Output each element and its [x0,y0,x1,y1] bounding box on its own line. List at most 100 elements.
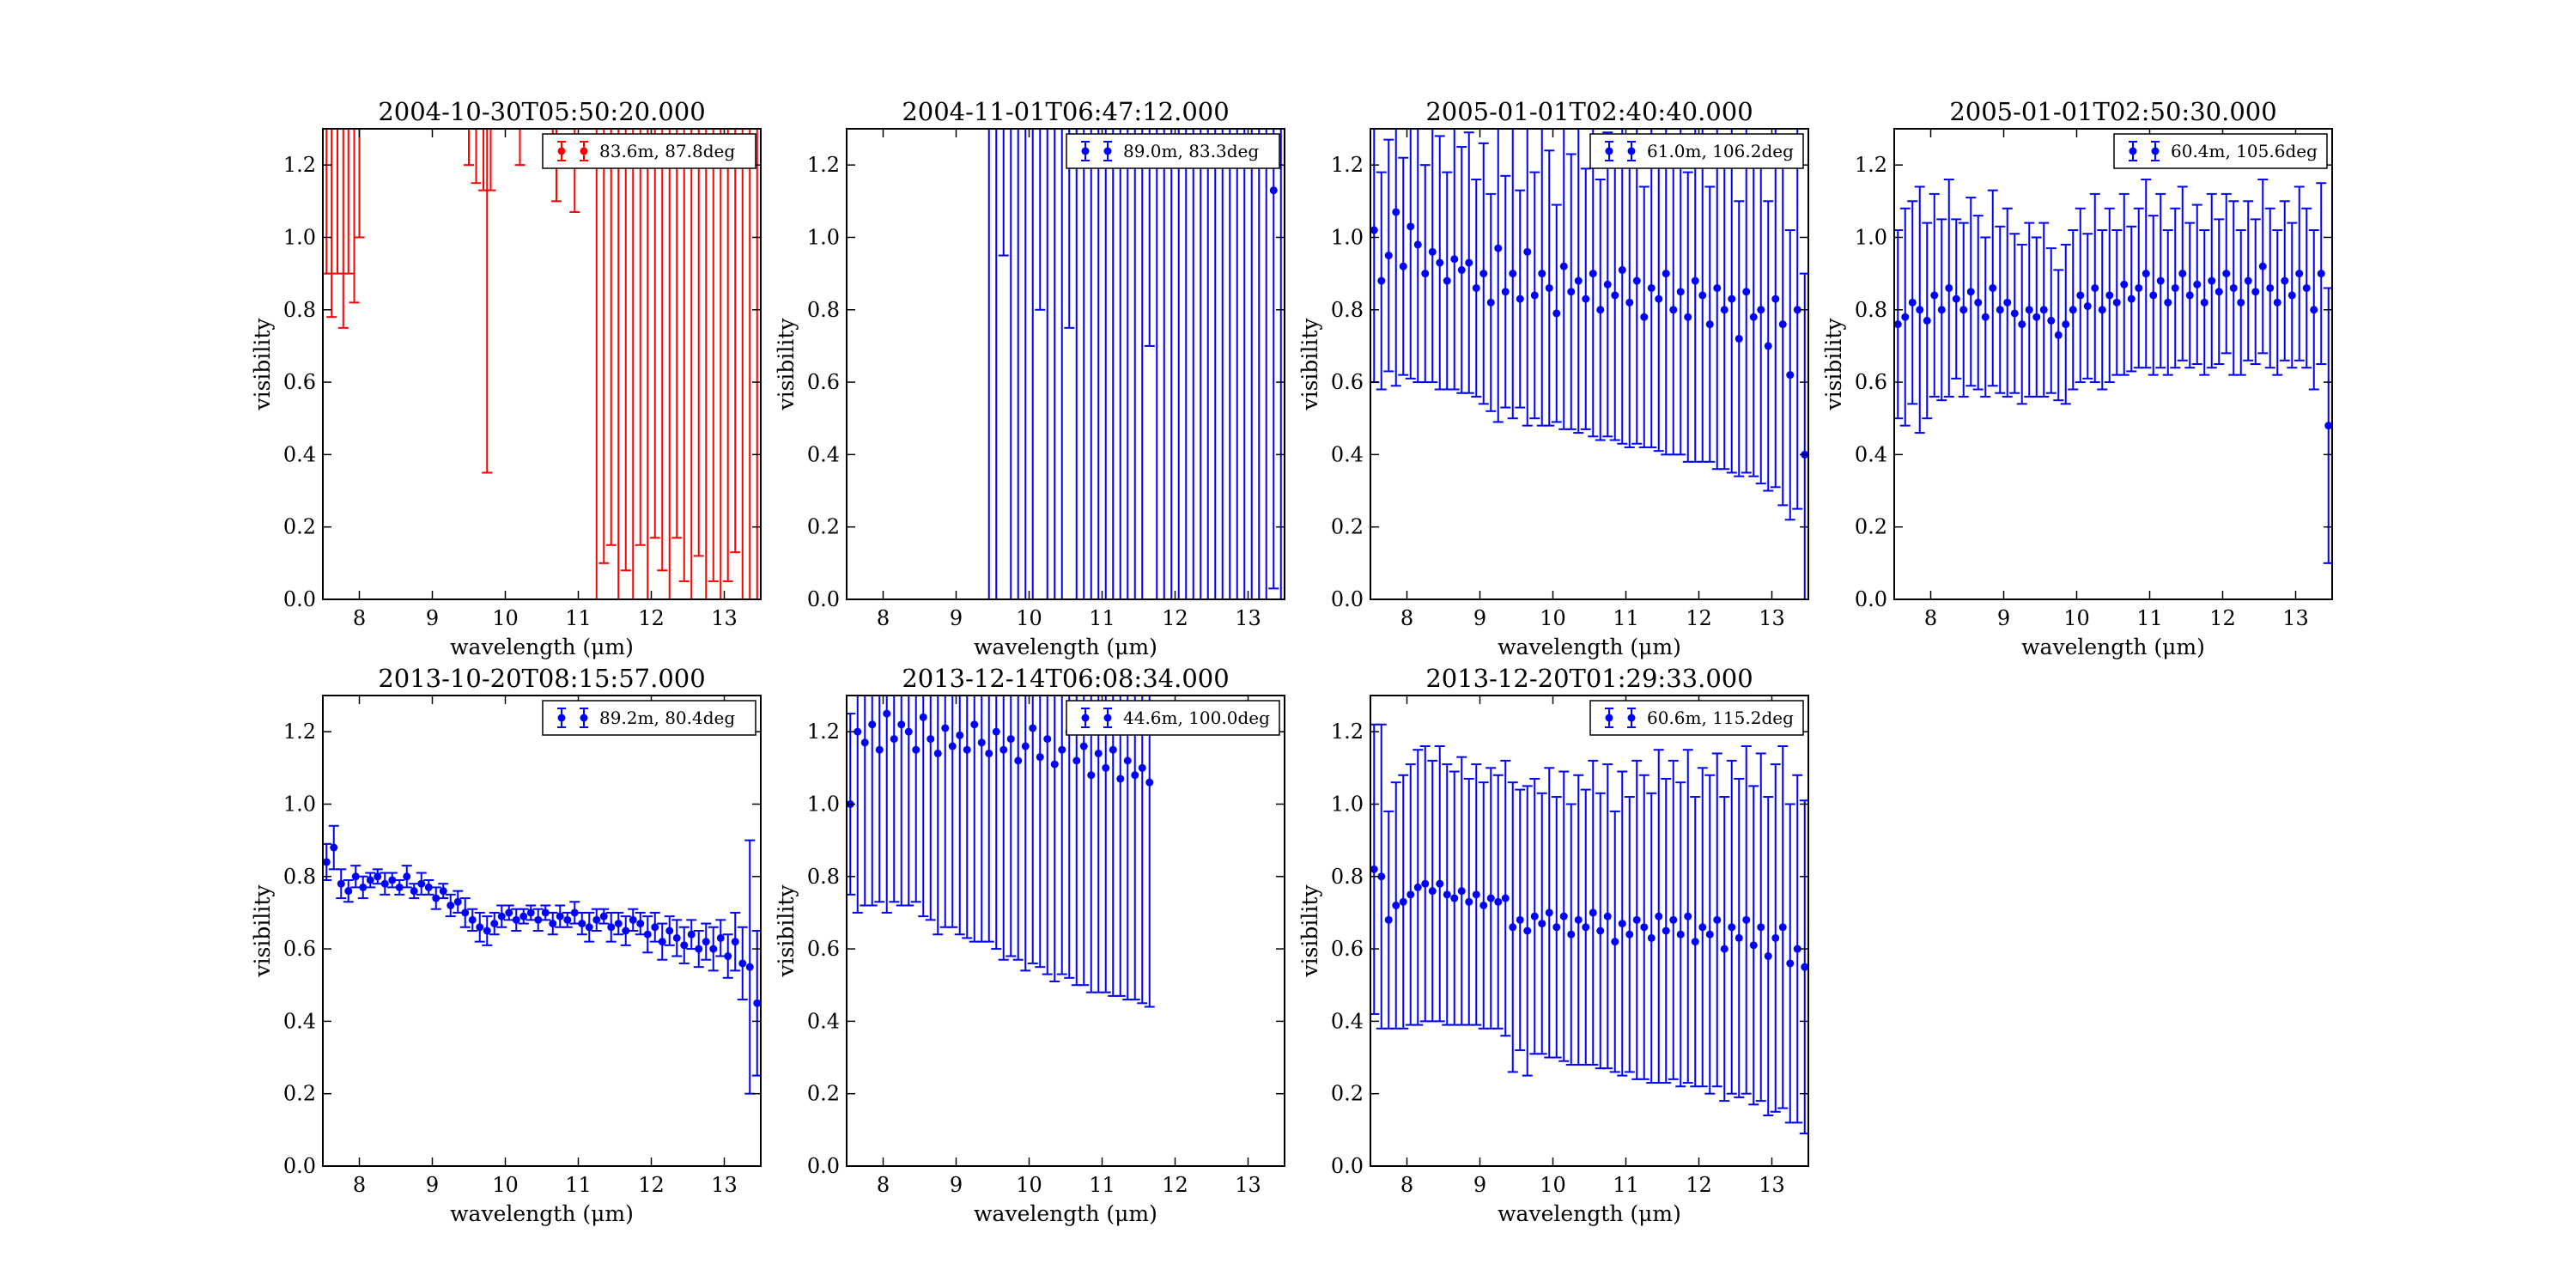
data-point [403,872,411,881]
data-point [1552,309,1561,318]
data-point [599,912,608,920]
data-point [724,16,732,24]
plot-frame [322,695,762,1167]
data-point [636,920,645,928]
data-point [1094,749,1103,757]
data-point [1450,255,1459,264]
y-tick-label: 1.0 [283,792,316,816]
legend-marker-point [1103,147,1112,155]
plot-frame [1893,128,2333,600]
y-tick-label: 0.4 [807,1009,840,1033]
data-point [472,34,480,42]
subplot-title: 2005-01-01T02:40:40.000 [1425,97,1753,126]
data-point [1632,276,1641,285]
y-tick-label: 1.0 [283,225,316,249]
data-point [1109,745,1117,754]
data-point [1109,0,1117,6]
data-point [490,920,499,928]
data-point [1421,879,1430,888]
data-point [1647,933,1656,942]
data-point [2105,291,2114,300]
data-series [847,696,1155,1008]
data-point [629,915,637,924]
y-axis-label: visibility [250,318,275,411]
data-point [2171,283,2179,292]
y-tick-label: 0.6 [807,937,840,961]
data-point [1930,291,1939,300]
x-tick-label: 8 [877,606,890,630]
x-tick-label: 12 [638,606,665,630]
data-point [2120,280,2129,289]
x-tick-label: 12 [1162,606,1188,630]
y-tick-label: 0.8 [807,298,840,322]
y-axis-label: visibility [1297,884,1322,978]
x-tick-label: 12 [2209,606,2236,630]
data-point [1043,735,1052,744]
data-point [1757,306,1765,314]
data-point [1691,276,1699,285]
x-tick-label: 8 [353,606,366,630]
data-point [2324,422,2332,430]
data-point [1589,908,1597,917]
data-point [1509,270,1517,278]
data-point [1014,756,1023,765]
data-point [1036,753,1044,762]
data-point [497,912,506,920]
data-point [453,897,462,906]
data-point [1029,724,1037,732]
data-point [1377,276,1386,285]
data-point [1370,226,1378,234]
data-point [359,883,368,891]
data-point [424,883,433,891]
x-tick-label: 8 [877,1173,890,1197]
data-point [695,9,702,17]
data-point [592,915,601,924]
y-tick-label: 0.4 [1331,442,1364,466]
x-tick-label: 13 [1759,1173,1785,1197]
data-point [1545,908,1553,917]
data-point [1713,283,1722,292]
data-point [919,713,927,721]
data-point [746,9,754,17]
data-point [1981,313,1990,321]
data-point [2273,298,2281,307]
data-point [1465,258,1473,267]
plot-frame [1370,128,1809,600]
x-tick-label: 9 [426,606,439,630]
y-tick-label: 1.2 [283,720,316,744]
data-point [2164,298,2172,307]
y-axis-label: visibility [1297,318,1322,411]
legend: 83.6m, 87.8deg [542,133,756,169]
data-point [1406,222,1415,231]
plot-frame [322,128,762,600]
subplot-7: 8 9 10 11 12 13 0.0 0.2 0.4 0.6 0.8 1.0 1.2 2013-12-2… [1297,664,1809,1226]
x-axis-label: wavelength (μm) [450,1201,634,1226]
data-point [731,938,739,946]
data-point [941,724,950,732]
data-point [1153,0,1161,6]
y-tick-label: 0.0 [807,587,840,611]
y-tick-label: 1.2 [1331,153,1364,177]
data-point [1102,763,1110,772]
data-point [1611,938,1619,946]
legend-box [542,133,756,169]
data-point [2025,306,2033,314]
data-point [1175,0,1182,6]
data-point [607,923,616,932]
data-point [1989,283,1997,292]
data-point [1516,295,1524,303]
x-axis-label: wavelength (μm) [974,1201,1157,1226]
data-point [483,52,491,60]
x-tick-label: 11 [1089,606,1115,630]
data-point [1241,0,1249,6]
x-axis-label: wavelength (μm) [2021,635,2205,659]
data-point [1632,915,1641,924]
y-tick-label: 0.8 [283,865,316,889]
data-point [890,735,898,744]
y-axis-label: visibility [250,884,275,978]
y-tick-label: 0.0 [1331,587,1364,611]
data-point [688,23,696,31]
data-point [1516,915,1524,924]
data-series [323,824,761,1095]
data-point [388,876,397,884]
